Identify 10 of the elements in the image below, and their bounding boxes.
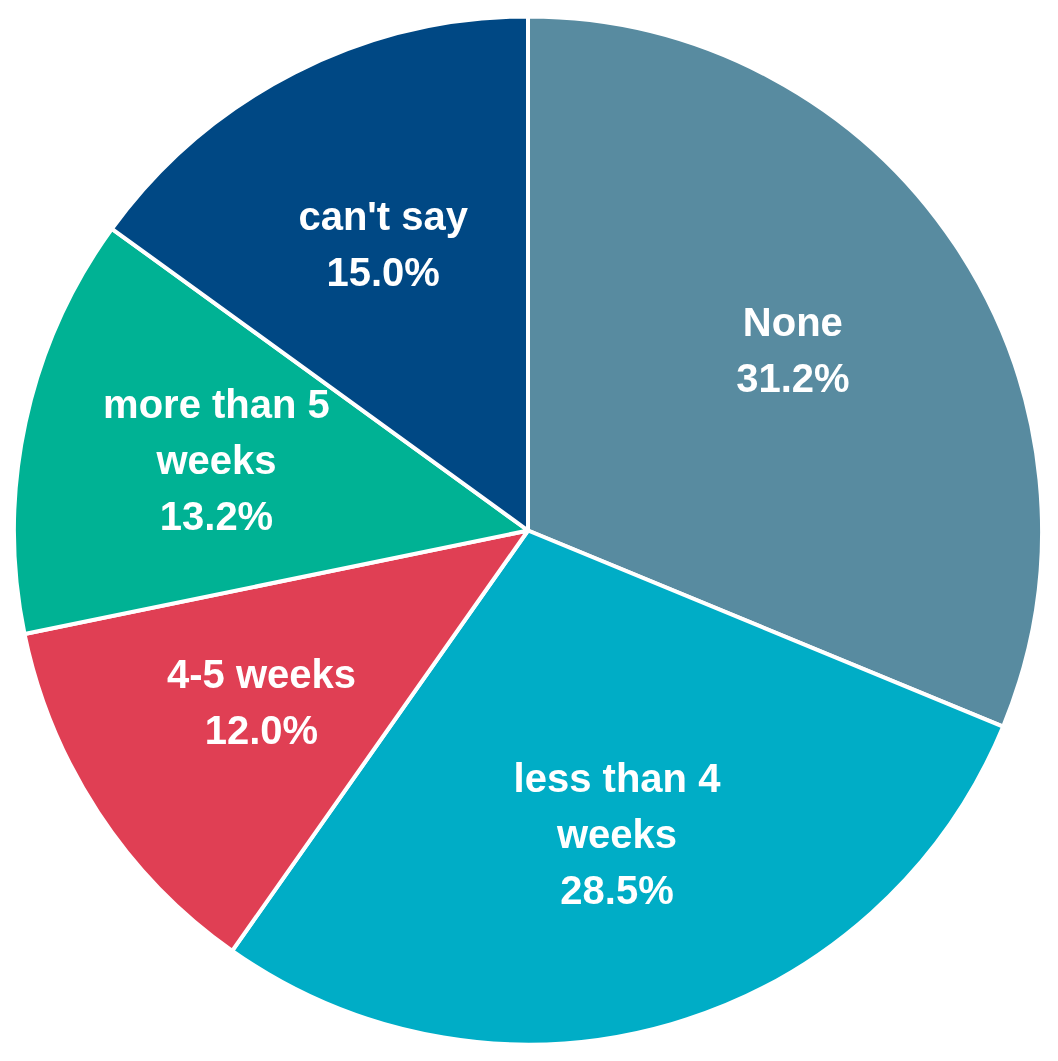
data-label: 12.0% [204, 708, 319, 753]
slice-label: less than 4 weeks [513, 755, 722, 856]
slice-label: None [742, 300, 843, 345]
data-label: 13.2% [159, 494, 274, 539]
data-label: 28.5% [560, 867, 674, 912]
slice-label: 4-5 weeks [166, 652, 356, 697]
data-label: 15.0% [326, 249, 440, 294]
slice-label: can't say [298, 193, 469, 238]
data-label: 31.2% [736, 356, 850, 401]
slice-label: more than 5 weeks [103, 382, 330, 483]
